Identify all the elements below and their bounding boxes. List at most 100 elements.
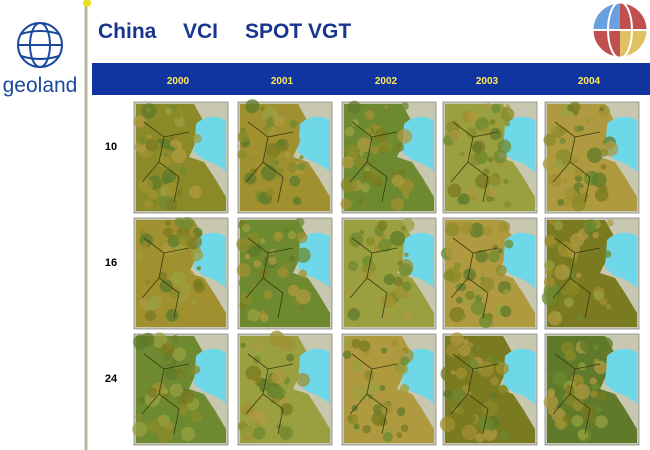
year-label: 2001 xyxy=(271,76,294,87)
map-thumbnail xyxy=(440,217,538,330)
map-patch xyxy=(172,110,182,120)
map-thumbnail xyxy=(132,332,229,446)
map-patch xyxy=(391,174,404,187)
map-patch xyxy=(571,415,584,427)
map-patch xyxy=(261,165,277,181)
map-patch xyxy=(193,281,205,293)
map-patch xyxy=(271,369,287,385)
map-patch xyxy=(253,394,259,401)
map-patch xyxy=(253,342,263,351)
map-patch xyxy=(177,232,191,246)
map-sea xyxy=(402,348,434,404)
map-patch xyxy=(368,272,385,288)
map-patch xyxy=(475,346,481,352)
map-sea xyxy=(605,348,637,404)
map-patch xyxy=(372,375,383,386)
map-patch xyxy=(468,342,474,348)
map-patch xyxy=(495,309,501,316)
map-patch xyxy=(347,307,361,321)
title-part: VCI xyxy=(183,20,218,43)
map-patch xyxy=(296,373,310,387)
map-patch xyxy=(466,358,478,370)
map-patch xyxy=(371,158,376,164)
map-patch xyxy=(269,330,285,346)
map-patch xyxy=(180,216,194,231)
map-patch xyxy=(157,155,171,168)
map-patch xyxy=(544,260,555,271)
map-patch xyxy=(180,426,195,442)
map-patch xyxy=(163,227,173,238)
map-patch xyxy=(397,260,403,266)
map-patch xyxy=(342,350,352,360)
map-patch xyxy=(240,402,254,416)
map-patch xyxy=(594,188,609,202)
map-patch xyxy=(138,396,146,404)
map-patch xyxy=(236,236,252,252)
map-thumbnail xyxy=(341,217,437,330)
map-patch xyxy=(357,197,365,205)
map-patch xyxy=(241,223,251,233)
map-patch xyxy=(554,264,570,280)
map-thumbnail xyxy=(340,100,437,214)
map-patch xyxy=(596,391,607,402)
map-patch xyxy=(139,253,154,268)
map-border xyxy=(450,353,499,435)
map-patch xyxy=(133,115,146,128)
row-label: 10 xyxy=(105,141,117,153)
map-patch xyxy=(244,172,256,184)
map-patch xyxy=(378,238,392,252)
map-patch xyxy=(287,284,300,297)
map-patch xyxy=(450,332,464,347)
map-patch xyxy=(578,186,586,194)
map-patch xyxy=(543,276,556,288)
map-patch xyxy=(287,231,297,240)
map-patch xyxy=(445,267,462,283)
map-patch xyxy=(260,313,269,322)
map-patch xyxy=(401,281,412,292)
map-patch xyxy=(490,196,495,202)
map-patch xyxy=(494,196,504,206)
map-patch xyxy=(253,355,261,364)
map-patch xyxy=(340,198,352,210)
map-patch xyxy=(273,231,283,242)
map-patch xyxy=(495,264,507,276)
map-patch xyxy=(254,421,260,427)
map-patch xyxy=(577,314,584,321)
map-patch xyxy=(259,238,266,244)
map-patch xyxy=(386,104,393,111)
map-border xyxy=(245,353,294,435)
map-patch xyxy=(470,195,477,202)
map-patch xyxy=(360,182,371,193)
map-patch xyxy=(159,416,164,422)
map-patch xyxy=(396,363,408,375)
map-patch xyxy=(497,384,508,394)
map-patch xyxy=(478,361,495,377)
map-patch xyxy=(400,424,409,433)
map-patch xyxy=(299,155,304,160)
map-patch xyxy=(359,150,365,156)
map-patch xyxy=(488,173,502,186)
map-thumbnail xyxy=(237,99,333,214)
map-patch xyxy=(167,234,181,248)
map-patch xyxy=(564,384,575,395)
map-patch xyxy=(597,104,610,117)
map-patch xyxy=(279,426,293,440)
map-patch xyxy=(147,189,158,200)
map-patch xyxy=(445,222,460,237)
map-patch xyxy=(293,136,301,144)
map-patch xyxy=(600,163,607,170)
map-patch xyxy=(598,337,613,352)
map-patch xyxy=(158,271,168,280)
map-border xyxy=(552,353,601,435)
map-patch xyxy=(599,148,609,157)
map-patch xyxy=(176,293,187,304)
map-patch xyxy=(364,166,370,172)
map-sea xyxy=(503,348,535,404)
map-patch xyxy=(164,219,171,226)
map-patch xyxy=(368,230,376,239)
map-patch xyxy=(475,173,491,189)
map-patch xyxy=(376,197,382,203)
map-patch xyxy=(370,145,380,155)
map-patch xyxy=(138,138,146,145)
map-patch xyxy=(489,119,496,125)
